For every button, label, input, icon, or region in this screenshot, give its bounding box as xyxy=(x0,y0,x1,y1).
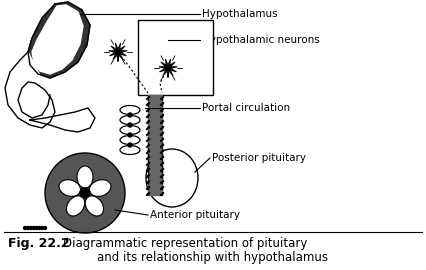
Ellipse shape xyxy=(120,106,140,114)
Polygon shape xyxy=(30,108,95,132)
Ellipse shape xyxy=(120,126,140,134)
Text: Posterior pituitary: Posterior pituitary xyxy=(212,153,306,163)
Polygon shape xyxy=(5,52,55,128)
Circle shape xyxy=(40,227,43,230)
Circle shape xyxy=(165,65,171,71)
Circle shape xyxy=(80,188,90,198)
Circle shape xyxy=(128,143,132,147)
Ellipse shape xyxy=(59,180,81,196)
Circle shape xyxy=(38,227,41,230)
Circle shape xyxy=(29,227,32,230)
Circle shape xyxy=(45,153,125,233)
Circle shape xyxy=(32,227,35,230)
Text: and its relationship with hypothalamus: and its relationship with hypothalamus xyxy=(98,251,328,265)
Text: Hypothalamic neurons: Hypothalamic neurons xyxy=(202,35,320,45)
Circle shape xyxy=(115,49,121,55)
Circle shape xyxy=(128,123,132,127)
Circle shape xyxy=(43,227,46,230)
Ellipse shape xyxy=(66,196,85,216)
Polygon shape xyxy=(32,5,83,74)
Ellipse shape xyxy=(146,149,198,207)
Polygon shape xyxy=(159,59,177,77)
Circle shape xyxy=(26,227,29,230)
Text: Fig. 22.2: Fig. 22.2 xyxy=(8,238,69,251)
Circle shape xyxy=(128,133,132,137)
Ellipse shape xyxy=(120,146,140,154)
Ellipse shape xyxy=(77,166,93,188)
Text: Anterior pituitary: Anterior pituitary xyxy=(150,210,240,220)
Circle shape xyxy=(35,227,38,230)
Circle shape xyxy=(128,113,132,117)
Ellipse shape xyxy=(85,196,104,216)
Text: Hypothalamus: Hypothalamus xyxy=(202,9,278,19)
Polygon shape xyxy=(109,43,127,61)
Ellipse shape xyxy=(120,136,140,144)
Text: Diagrammatic representation of pituitary: Diagrammatic representation of pituitary xyxy=(63,238,308,251)
Polygon shape xyxy=(148,95,162,195)
Bar xyxy=(138,20,213,95)
Ellipse shape xyxy=(89,180,111,196)
Ellipse shape xyxy=(120,116,140,124)
Circle shape xyxy=(23,227,26,230)
Polygon shape xyxy=(28,2,90,78)
Text: Portal circulation: Portal circulation xyxy=(202,103,290,113)
